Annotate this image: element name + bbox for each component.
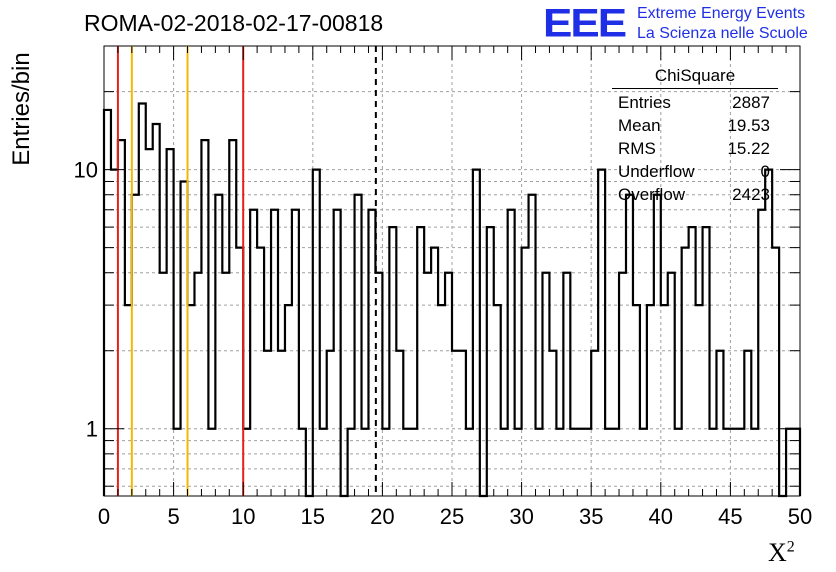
stats-box: ChiSquare Entries 2887 Mean 19.53 RMS 15.22… — [612, 66, 778, 206]
stats-row-underflow: Underflow 0 — [612, 160, 778, 183]
stats-row-rms: RMS 15.22 — [612, 137, 778, 160]
stats-label: Underflow — [618, 162, 695, 181]
histogram-bin — [194, 273, 201, 496]
stats-title: ChiSquare — [612, 66, 778, 89]
x-axis-label: X2 — [768, 538, 795, 568]
x-tick-label: 15 — [301, 504, 325, 529]
histogram-bin — [125, 305, 132, 496]
x-tick-label: 5 — [167, 504, 179, 529]
x-tick-label: 40 — [649, 504, 673, 529]
stats-label: Mean — [618, 116, 661, 135]
logo-caption-line2: La Scienza nelle Scuole — [637, 25, 808, 42]
histogram-bin — [264, 351, 271, 496]
stats-label: Overflow — [618, 185, 686, 204]
x-axis-label-superscript: 2 — [786, 538, 795, 556]
histogram-bin — [111, 170, 118, 496]
histogram-bin — [438, 305, 445, 496]
histogram-bin — [146, 149, 153, 496]
x-tick-label: 20 — [370, 504, 394, 529]
x-tick-label: 35 — [579, 504, 603, 529]
stats-value: 0 — [760, 162, 770, 181]
y-axis-label: Entries/bin — [8, 52, 35, 166]
histogram-bin — [222, 273, 229, 496]
histogram-bin — [696, 305, 703, 496]
stats-row-entries: Entries 2887 — [612, 91, 778, 114]
histogram-bin — [424, 273, 431, 496]
stats-value: 19.53 — [727, 116, 770, 135]
histogram-bin — [661, 305, 668, 496]
histogram-bars — [102, 102, 802, 498]
histogram-bin — [188, 305, 195, 496]
chart-title: ROMA-02-2018-02-17-00818 — [84, 10, 384, 36]
stats-value: 2423 — [732, 185, 770, 204]
histogram-bin — [452, 351, 459, 496]
y-tick-label: 10 — [74, 158, 98, 183]
histogram-bin — [160, 273, 167, 496]
x-axis-label-base: X — [768, 538, 787, 567]
x-tick-label: 45 — [718, 504, 742, 529]
logo-caption-line1: Extreme Energy Events — [637, 5, 806, 22]
x-tick-label: 30 — [509, 504, 533, 529]
stats-row-mean: Mean 19.53 — [612, 114, 778, 137]
axes: 0 5 10 15 20 25 30 35 40 45 50 1 10 — [74, 46, 812, 529]
histogram-bin — [278, 351, 285, 496]
stats-row-overflow: Overflow 2423 — [612, 183, 778, 206]
y-tick-label: 1 — [86, 417, 98, 442]
x-tick-label: 25 — [440, 504, 464, 529]
x-tick-label: 10 — [231, 504, 255, 529]
x-tick-label: 0 — [98, 504, 110, 529]
reference-lines — [116, 46, 377, 496]
stats-value: 2887 — [732, 93, 770, 112]
x-tick-label: 50 — [788, 504, 812, 529]
stats-value: 15.22 — [727, 139, 770, 158]
stats-label: RMS — [618, 139, 656, 158]
stats-label: Entries — [618, 93, 671, 112]
eee-logo: EEE — [543, 1, 627, 46]
histogram-outline — [102, 102, 802, 498]
